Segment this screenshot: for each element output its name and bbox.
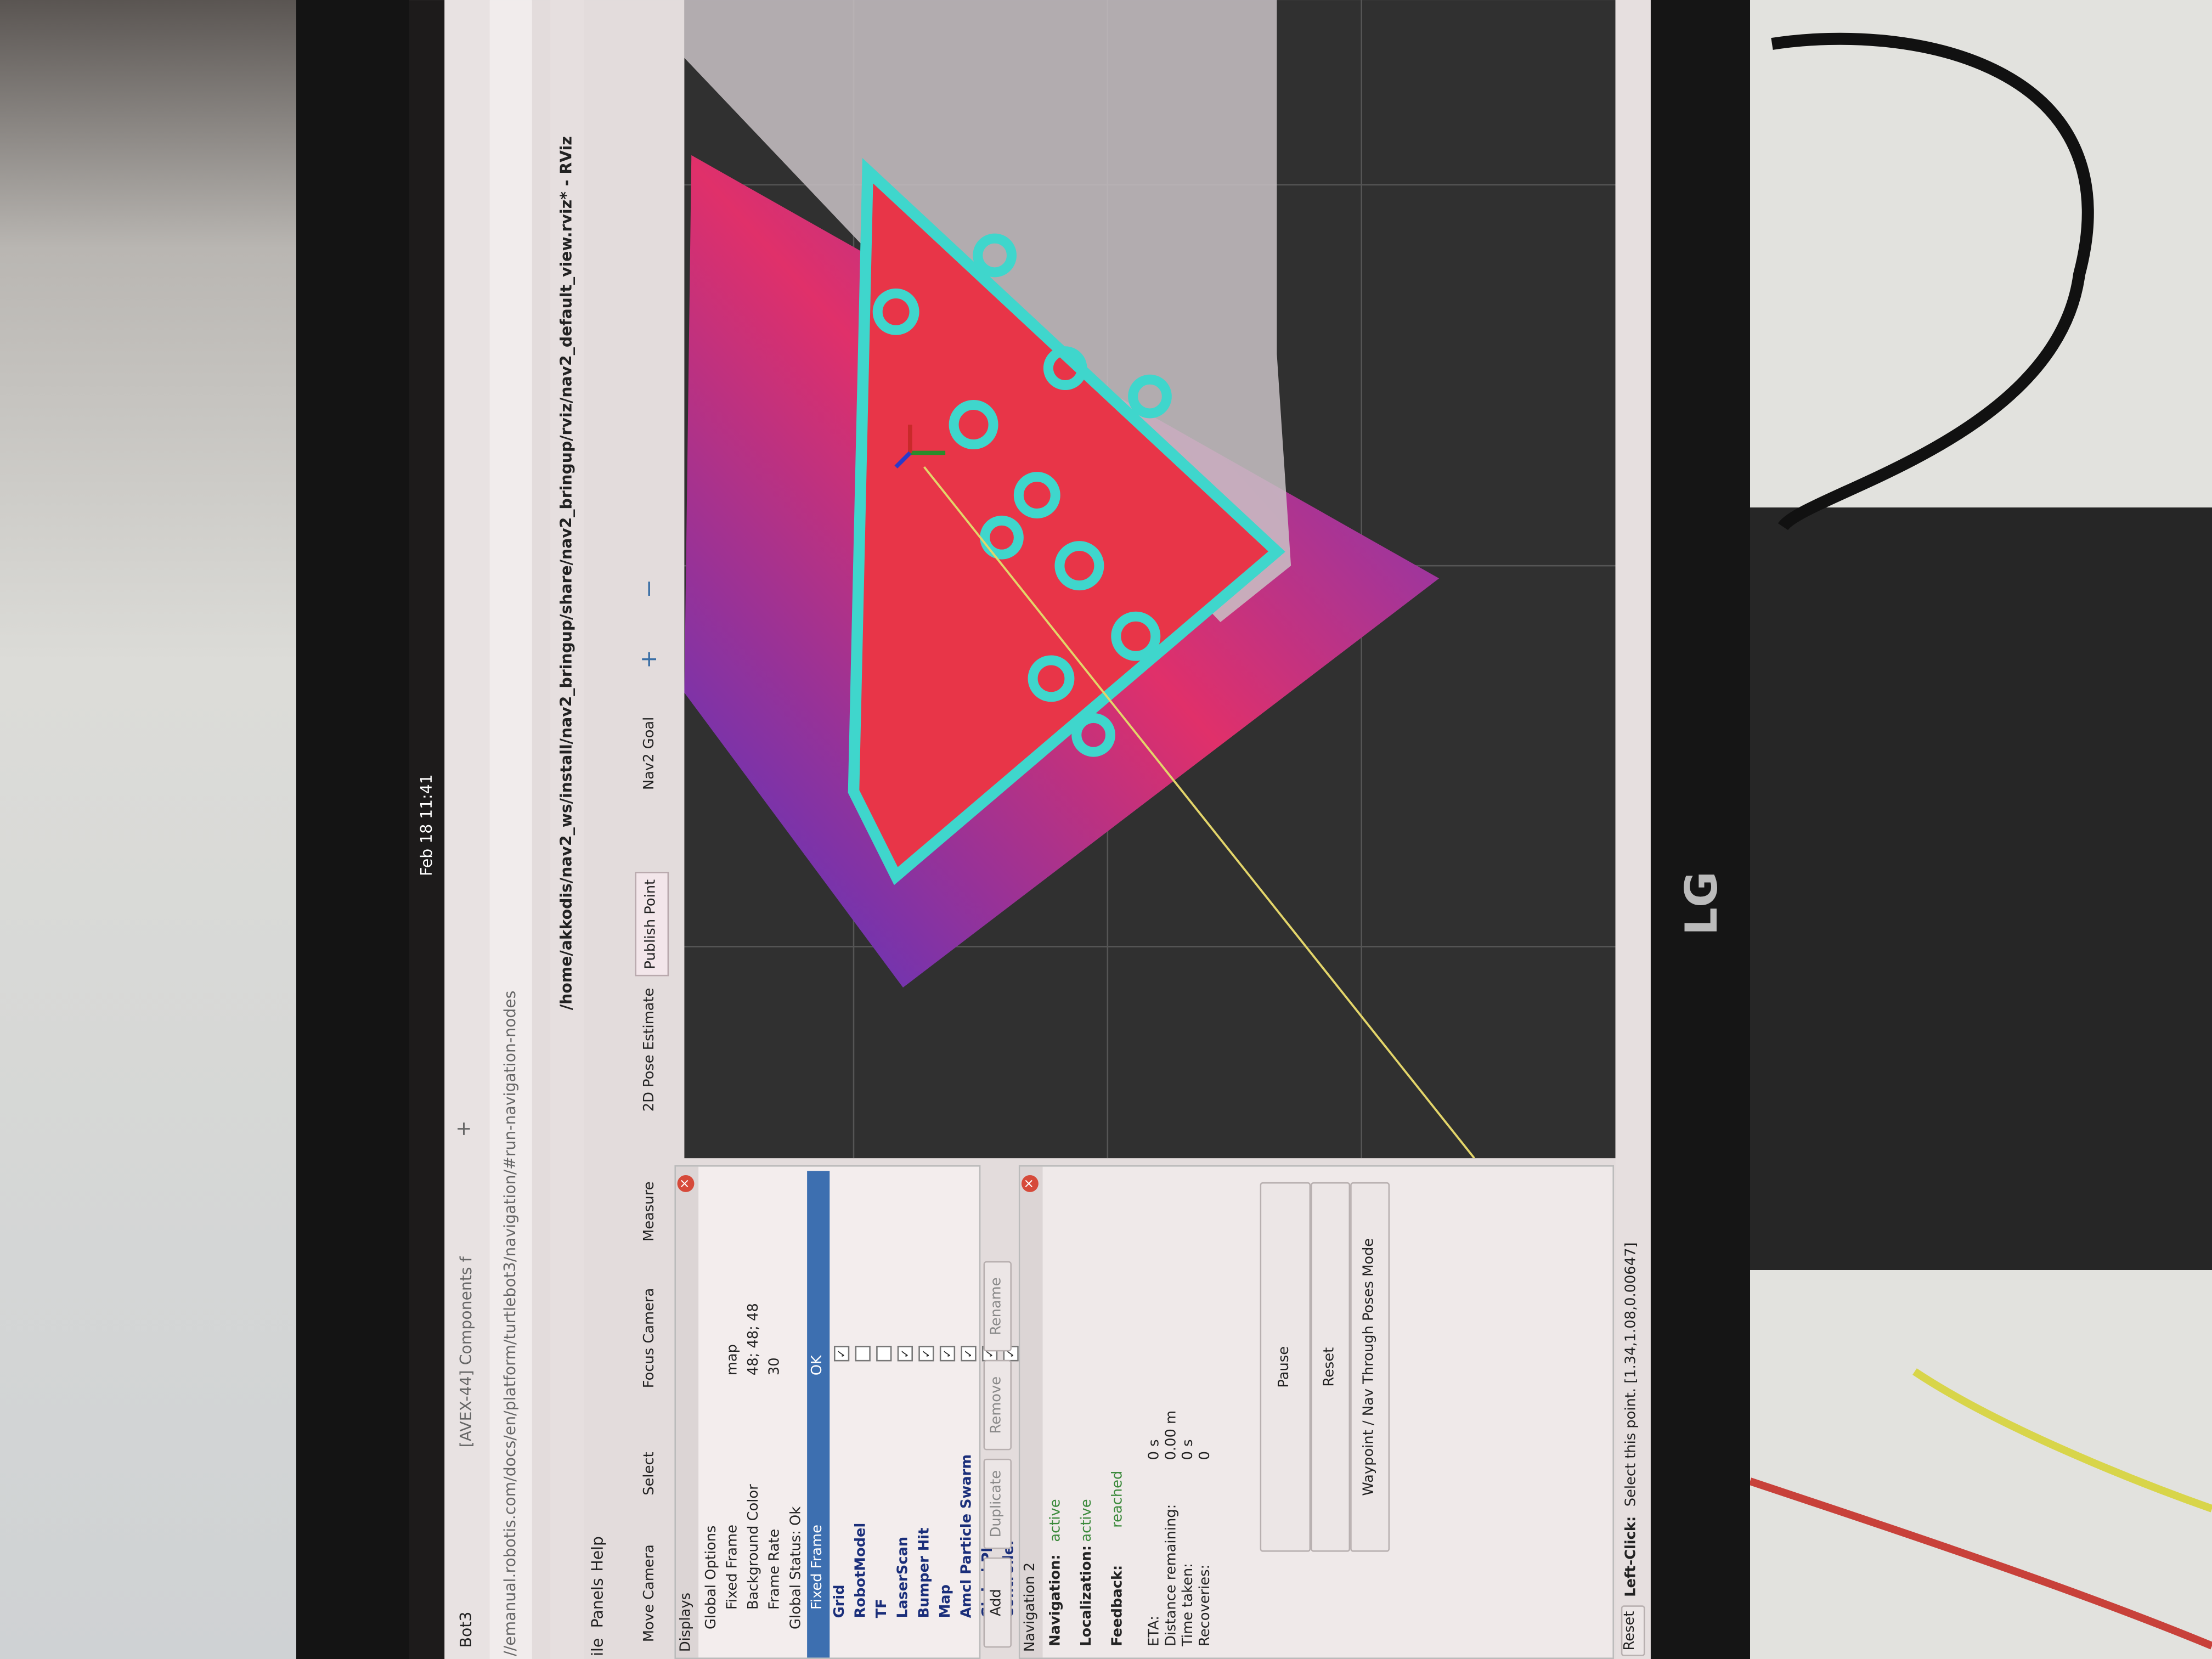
display-item[interactable]: RobotModel: [853, 1522, 870, 1618]
checkbox[interactable]: ✓: [833, 1346, 850, 1362]
checkbox[interactable]: ✓: [961, 1346, 977, 1362]
stat-label: Distance remaining:: [1164, 1504, 1180, 1646]
panel-header: Displays ×: [675, 1166, 699, 1658]
status-hint-label: Left-Click:: [1623, 1516, 1640, 1597]
reset-button[interactable]: Reset: [1621, 1605, 1645, 1656]
new-tab-icon[interactable]: +: [453, 1120, 476, 1137]
screen: Feb 18 11:41 Bot3 [AVEX-44] Components f…: [409, 0, 1651, 1659]
nav-value: reached: [1110, 1470, 1126, 1528]
panel-header: Navigation 2 ×: [1020, 1166, 1043, 1658]
nav-button[interactable]: Waypoint / Nav Through Poses Mode: [1350, 1182, 1390, 1552]
tab[interactable]: Bot3: [457, 1611, 476, 1648]
option-value[interactable]: 48; 48; 48: [746, 1303, 762, 1376]
3d-view[interactable]: [684, 0, 1616, 1159]
global-status[interactable]: Global Status: Ok: [788, 1506, 804, 1630]
tool-button[interactable]: Focus Camera: [642, 1288, 658, 1389]
url-bar[interactable]: //emanual.robotis.com/docs/en/platform/t…: [489, 0, 532, 1659]
cables: [1750, 32, 2212, 1650]
option-name[interactable]: Fixed Frame: [725, 1525, 741, 1610]
monitor-stand: [1750, 507, 2212, 1270]
monitor-bezel-right: [1650, 0, 1750, 1659]
checkbox[interactable]: ✓: [897, 1346, 913, 1362]
display-buttons: Add Duplicate Remove Rename: [980, 1168, 1014, 1659]
checkbox[interactable]: ✓: [918, 1346, 934, 1362]
monitor-brand: LG: [1676, 871, 1727, 935]
stat-label: Time taken:: [1181, 1563, 1197, 1646]
displays-panel: Displays × Global Options Fixed Frame map B…: [674, 1165, 1061, 1659]
status-bar: Reset Left-Click: Select this point. [1.…: [1615, 0, 1651, 1659]
option-value[interactable]: 30: [768, 1357, 783, 1376]
tool-button[interactable]: Nav2 Goal: [642, 716, 658, 791]
add-tool-icon[interactable]: +: [635, 650, 662, 669]
system-bar: Feb 18 11:41: [409, 0, 445, 1659]
fixed-frame-value: OK: [810, 1355, 826, 1376]
stat-label: Recoveries:: [1198, 1564, 1214, 1646]
background-wall: [0, 0, 296, 1659]
display-item[interactable]: LaserScan: [896, 1536, 912, 1618]
menu-item[interactable]: Panels: [588, 1578, 607, 1628]
nav-label: Navigation:: [1048, 1554, 1064, 1646]
close-icon[interactable]: ×: [677, 1175, 695, 1192]
tool-button[interactable]: Select: [642, 1452, 658, 1496]
url: //emanual.robotis.com/docs/en/platform/t…: [501, 990, 520, 1656]
panel-title: Navigation 2: [1023, 1562, 1039, 1652]
panel-title: Displays: [679, 1592, 695, 1652]
tool-button[interactable]: Move Camera: [642, 1544, 658, 1643]
tool-button[interactable]: 2D Pose Estimate: [642, 988, 658, 1112]
tool-button[interactable]: Publish Point: [635, 872, 669, 977]
nav-button[interactable]: Pause: [1260, 1182, 1311, 1552]
option-name[interactable]: Background Color: [746, 1484, 762, 1610]
navigation-panel: Navigation 2 × Navigation: active Localiza…: [1018, 1165, 1614, 1659]
nav-label: Feedback:: [1110, 1565, 1126, 1646]
nav-value: active: [1048, 1499, 1064, 1542]
window-title-bar: /home/akkodis/nav2_ws/install/nav2_bring…: [550, 0, 584, 1659]
option-value[interactable]: map: [725, 1344, 741, 1376]
option-name[interactable]: Frame Rate: [768, 1528, 783, 1610]
panel-button[interactable]: Duplicate: [983, 1458, 1012, 1549]
nav-value: active: [1079, 1499, 1095, 1542]
stat-value: 0: [1198, 1451, 1214, 1460]
display-item[interactable]: Grid: [832, 1584, 848, 1618]
checkbox[interactable]: [876, 1346, 892, 1362]
status-hint: Select this point. [1.34,1.08,0.00647]: [1623, 1242, 1640, 1507]
stat-value: 0 s: [1181, 1439, 1197, 1460]
display-item[interactable]: Amcl Particle Swarm: [959, 1454, 975, 1618]
tab[interactable]: [AVEX-44] Components f: [457, 1256, 476, 1448]
fixed-frame-status[interactable]: Fixed Frame: [807, 1171, 830, 1658]
panel-button[interactable]: Rename: [983, 1261, 1012, 1352]
panel-button[interactable]: Add: [983, 1557, 1012, 1648]
tool-button[interactable]: Measure: [642, 1181, 658, 1242]
panel-button[interactable]: Remove: [983, 1359, 1012, 1451]
clock: Feb 18 11:41: [417, 774, 436, 876]
remove-tool-icon[interactable]: −: [635, 579, 662, 599]
menu-item[interactable]: ile: [588, 1638, 607, 1656]
tab-bar: Bot3 [AVEX-44] Components f +: [444, 0, 490, 1659]
display-item[interactable]: Bumper Hit: [917, 1527, 933, 1618]
checkbox[interactable]: [855, 1346, 871, 1362]
display-item[interactable]: Map: [938, 1584, 954, 1618]
display-item[interactable]: TF: [874, 1599, 890, 1618]
nav-button[interactable]: Reset: [1311, 1182, 1351, 1552]
stat-value: 0.00 m: [1164, 1410, 1180, 1460]
window-title: /home/akkodis/nav2_ws/install/nav2_bring…: [557, 136, 576, 1011]
close-icon[interactable]: ×: [1021, 1175, 1039, 1192]
monitor-bezel-left: [296, 0, 409, 1659]
stat-value: 0 s: [1147, 1439, 1163, 1460]
nav-label: Localization:: [1079, 1545, 1095, 1646]
map-render: [684, 0, 1616, 1159]
checkbox[interactable]: ✓: [939, 1346, 956, 1362]
tree-row[interactable]: Global Options: [704, 1525, 720, 1630]
menu-item[interactable]: Help: [588, 1536, 607, 1572]
stat-label: ETA:: [1147, 1616, 1163, 1646]
